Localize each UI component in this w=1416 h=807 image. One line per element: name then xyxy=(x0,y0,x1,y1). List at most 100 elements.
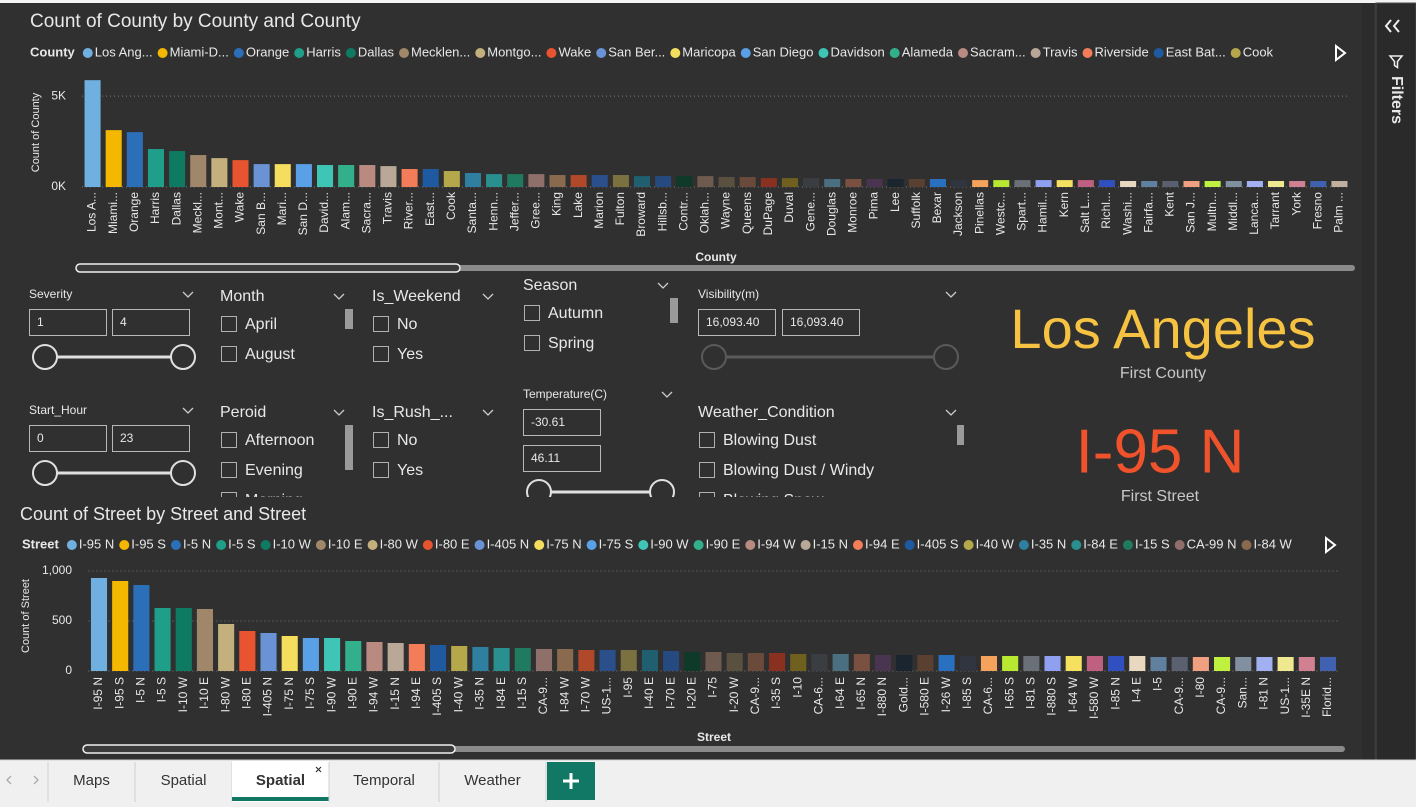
legend-label[interactable]: I-405 S xyxy=(917,536,959,551)
legend-label[interactable]: I-5 N xyxy=(183,536,211,551)
range-input[interactable] xyxy=(698,309,776,336)
legend-label[interactable]: I-15 N xyxy=(813,536,848,551)
legend-label[interactable]: I-84 W xyxy=(1254,536,1293,551)
slider-handle[interactable] xyxy=(526,479,552,504)
range-input[interactable] xyxy=(112,309,190,336)
tab-label[interactable]: Spatial xyxy=(161,772,207,789)
scrollbar-thumb[interactable] xyxy=(75,263,461,273)
range-input[interactable] xyxy=(523,445,601,472)
tab-close[interactable] xyxy=(315,766,322,773)
checkbox-label[interactable]: August xyxy=(245,346,295,363)
legend-next[interactable] xyxy=(1325,535,1337,555)
tab-nav[interactable] xyxy=(6,775,39,785)
filters-title[interactable]: Filters xyxy=(1388,76,1405,124)
legend-label[interactable]: Harris xyxy=(306,44,341,59)
slider-handle[interactable] xyxy=(32,460,58,486)
legend-label[interactable]: Travis xyxy=(1043,44,1078,59)
legend-label[interactable]: I-90 E xyxy=(706,536,741,551)
legend-label[interactable]: Miami-D... xyxy=(170,44,229,59)
scrollbar-thumb[interactable] xyxy=(82,744,456,754)
legend-label[interactable]: Alameda xyxy=(902,44,954,59)
legend-label[interactable]: I-94 E xyxy=(865,536,900,551)
checkbox-label[interactable]: Blowing Snow xyxy=(723,492,824,509)
checkbox-label[interactable]: Yes xyxy=(397,346,423,363)
legend-label[interactable]: Wake xyxy=(558,44,591,59)
slicer-chevron[interactable] xyxy=(333,293,345,300)
slider-handle[interactable] xyxy=(32,344,58,370)
checkbox[interactable] xyxy=(221,316,237,332)
legend-label[interactable]: East Bat... xyxy=(1166,44,1226,59)
checkbox-label[interactable]: Yes xyxy=(397,462,423,479)
range-input[interactable] xyxy=(782,309,860,336)
legend-label[interactable]: Dallas xyxy=(358,44,395,59)
legend-label[interactable]: I-94 W xyxy=(757,536,796,551)
tab-label[interactable]: Spatial xyxy=(256,772,305,789)
legend-label[interactable]: Mecklen... xyxy=(411,44,470,59)
legend-label[interactable]: Maricopa xyxy=(682,44,736,59)
legend-label[interactable]: I-90 W xyxy=(650,536,689,551)
checkbox[interactable] xyxy=(524,335,540,351)
tab-label[interactable]: Temporal xyxy=(353,772,415,789)
range-input[interactable] xyxy=(523,409,601,436)
checkbox[interactable] xyxy=(221,462,237,478)
legend-label[interactable]: Davidson xyxy=(830,44,884,59)
slicer-chevron[interactable] xyxy=(182,407,194,414)
checkbox[interactable] xyxy=(373,316,389,332)
legend-label[interactable]: San Diego xyxy=(753,44,814,59)
legend-label[interactable]: I-80 W xyxy=(380,536,419,551)
slider-handle[interactable] xyxy=(170,460,196,486)
filters-pane[interactable] xyxy=(1375,2,1416,761)
slicer-chevron[interactable] xyxy=(482,409,494,416)
legend-label[interactable]: I-10 W xyxy=(273,536,312,551)
checkbox[interactable] xyxy=(373,432,389,448)
slicer-chevron[interactable] xyxy=(945,291,957,298)
collapse-icon[interactable] xyxy=(1384,19,1400,33)
legend-label[interactable]: CA-99 N xyxy=(1187,536,1237,551)
checkbox[interactable] xyxy=(524,305,540,321)
legend-label[interactable]: I-5 S xyxy=(228,536,256,551)
legend-label[interactable]: San Ber... xyxy=(608,44,665,59)
slicer-chevron[interactable] xyxy=(333,409,345,416)
checkbox-label[interactable]: Blowing Dust xyxy=(723,432,817,449)
legend-label[interactable]: I-40 W xyxy=(976,536,1015,551)
range-input[interactable] xyxy=(112,425,190,452)
legend-next[interactable] xyxy=(1335,43,1347,63)
checkbox[interactable] xyxy=(221,492,237,508)
legend-label[interactable]: I-84 E xyxy=(1083,536,1118,551)
checkbox[interactable] xyxy=(699,462,715,478)
legend-label[interactable]: I-80 E xyxy=(435,536,470,551)
checkbox-label[interactable]: Afternoon xyxy=(245,432,314,449)
tab-label[interactable]: Weather xyxy=(464,772,520,789)
checkbox[interactable] xyxy=(221,346,237,362)
slicer-chevron[interactable] xyxy=(661,391,673,398)
slicer-chevron[interactable] xyxy=(482,293,494,300)
checkbox-label[interactable]: Evening xyxy=(245,462,303,479)
legend-label[interactable]: Sacram... xyxy=(970,44,1026,59)
slicer-chevron[interactable] xyxy=(182,291,194,298)
checkbox-label[interactable]: Blowing Dust / Windy xyxy=(723,462,874,479)
checkbox[interactable] xyxy=(221,432,237,448)
legend-label[interactable]: I-95 N xyxy=(79,536,114,551)
tab-label[interactable]: Maps xyxy=(73,772,110,789)
checkbox-label[interactable]: No xyxy=(397,432,418,449)
slicer-chevron[interactable] xyxy=(945,409,957,416)
checkbox[interactable] xyxy=(699,492,715,508)
checkbox[interactable] xyxy=(373,462,389,478)
legend-label[interactable]: Los Ang... xyxy=(95,44,153,59)
legend-label[interactable]: I-75 S xyxy=(599,536,634,551)
checkbox[interactable] xyxy=(373,346,389,362)
legend-label[interactable]: I-10 E xyxy=(328,536,363,551)
checkbox-label[interactable]: Morning xyxy=(245,492,303,509)
legend-label[interactable]: I-95 S xyxy=(131,536,166,551)
range-input[interactable] xyxy=(29,309,107,336)
legend-label[interactable]: Riverside xyxy=(1095,44,1149,59)
checkbox-label[interactable]: Spring xyxy=(548,335,594,352)
range-input[interactable] xyxy=(29,425,107,452)
legend-label[interactable]: I-75 N xyxy=(546,536,581,551)
legend-label[interactable]: I-15 S xyxy=(1135,536,1170,551)
checkbox-label[interactable]: April xyxy=(245,316,277,333)
checkbox-label[interactable]: Autumn xyxy=(548,305,603,322)
slicer-chevron[interactable] xyxy=(657,282,669,289)
slider-handle[interactable] xyxy=(170,344,196,370)
legend-label[interactable]: I-35 N xyxy=(1031,536,1066,551)
